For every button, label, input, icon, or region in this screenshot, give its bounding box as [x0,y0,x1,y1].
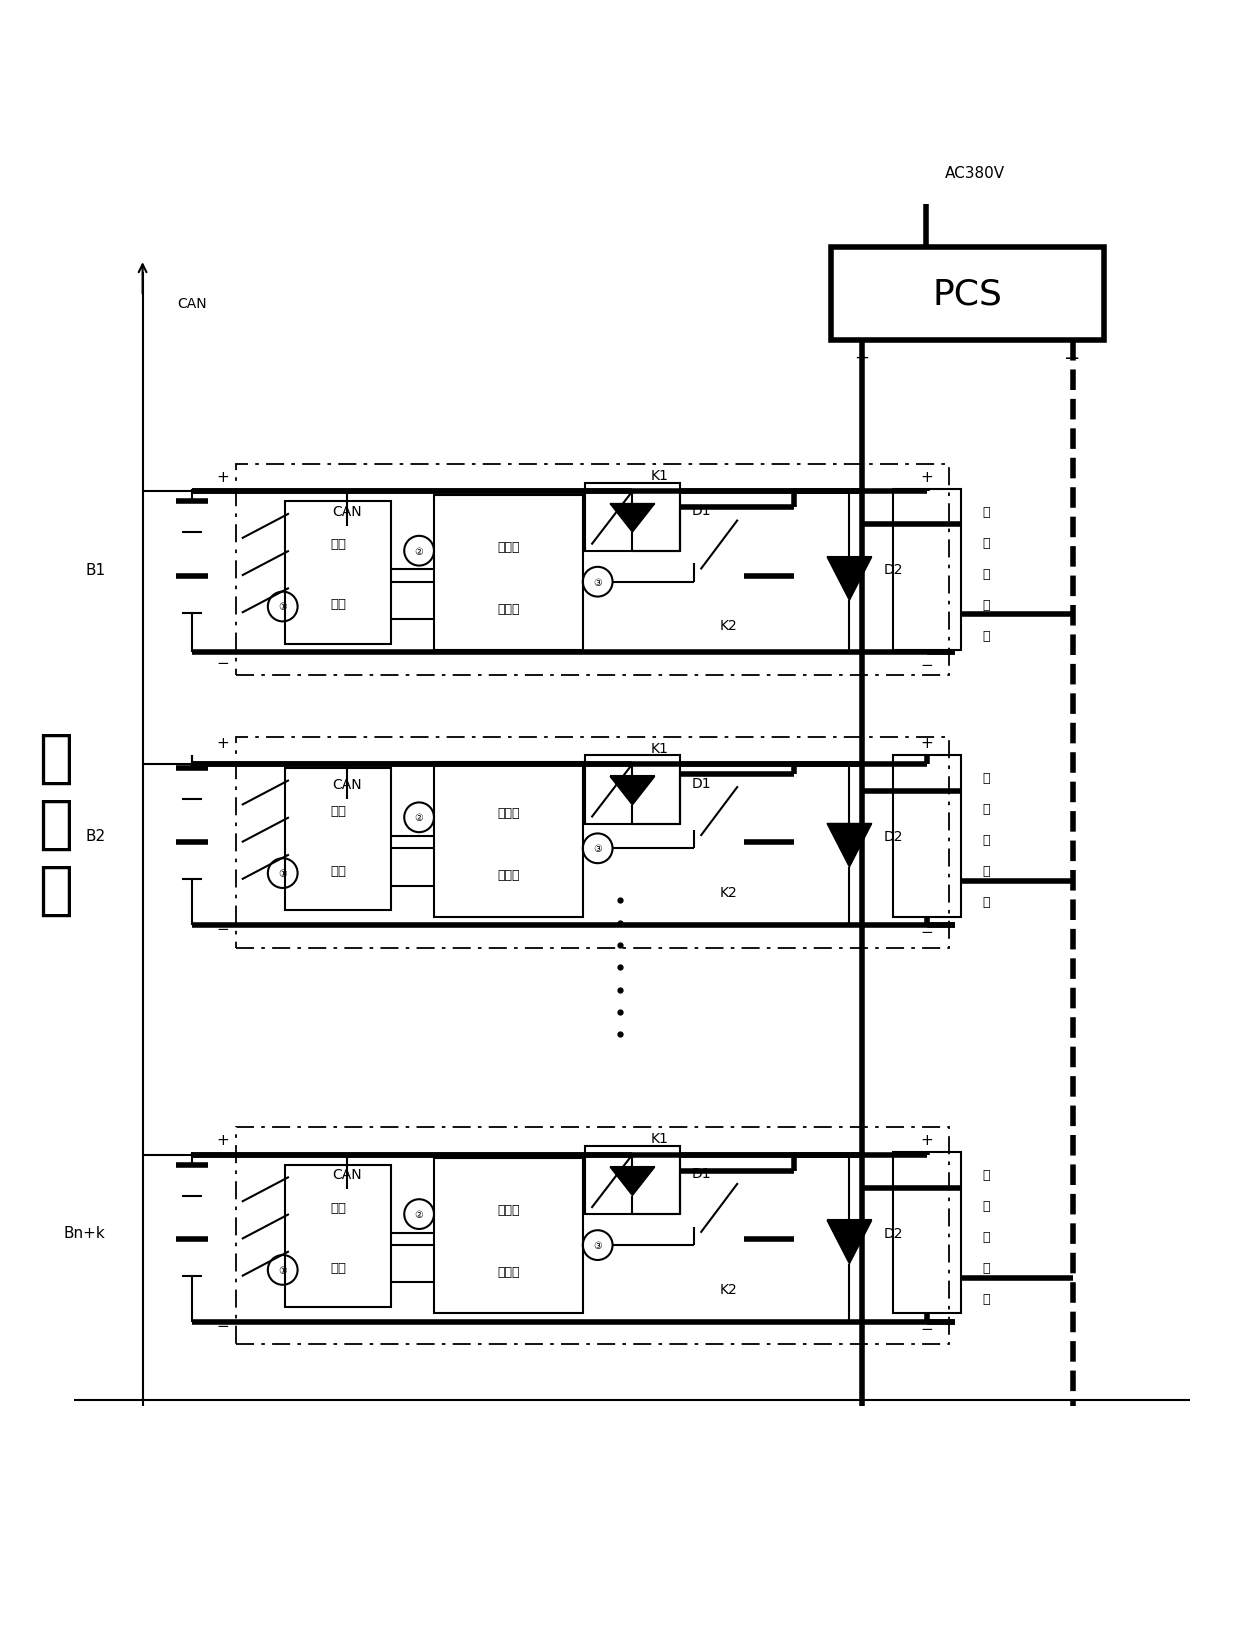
Text: K2: K2 [719,885,737,900]
Text: 充: 充 [982,1168,990,1182]
Text: 接口: 接口 [330,598,346,611]
Text: −: − [217,656,229,671]
Text: +: + [854,349,869,368]
Text: 充: 充 [982,506,990,517]
Text: K2: K2 [719,1282,737,1295]
Text: K2: K2 [719,618,737,633]
Text: 放: 放 [982,1200,990,1213]
Text: 监测控: 监测控 [497,1203,520,1216]
Text: ②: ② [414,812,424,822]
Text: −: − [1064,348,1081,368]
Text: ②: ② [414,1210,424,1220]
Bar [893,1152,961,1313]
Text: CAN: CAN [332,778,362,791]
Text: −: − [920,925,934,939]
Text: K1: K1 [651,468,668,483]
Text: 接口: 接口 [330,864,346,877]
Text: 制单元: 制单元 [497,1266,520,1279]
Text: CAN: CAN [332,504,362,519]
Text: ②: ② [414,547,424,557]
Bar [893,489,961,651]
Text: Bn+k: Bn+k [63,1226,105,1241]
Text: +: + [217,470,229,485]
Text: K1: K1 [651,1132,668,1145]
Polygon shape [827,1221,872,1264]
Text: 电: 电 [982,567,990,580]
Text: ③: ③ [593,844,603,854]
Bar [893,756,961,916]
Text: 口: 口 [982,895,990,908]
Text: 监测控: 监测控 [497,806,520,819]
Bar [831,247,1104,341]
Text: 电池: 电池 [330,537,346,550]
Bar [236,465,949,676]
Text: 口: 口 [982,1292,990,1305]
Text: ③: ③ [593,1241,603,1251]
Text: 电池: 电池 [330,1201,346,1215]
Text: ①: ① [278,868,288,878]
Text: ①: ① [278,1266,288,1276]
Bar [285,501,391,644]
Text: PCS: PCS [932,277,1002,311]
Bar [434,1159,583,1313]
Text: D2: D2 [884,829,904,844]
Text: +: + [217,1132,229,1147]
Text: 口: 口 [982,630,990,643]
Bar [285,768,391,911]
Text: 充: 充 [982,771,990,784]
Text: +: + [920,1132,934,1147]
Bar [285,1165,391,1307]
Text: K1: K1 [651,742,668,755]
Bar [585,483,680,552]
Text: +: + [920,470,934,485]
Text: D2: D2 [884,564,904,577]
Text: ③: ③ [593,577,603,587]
Text: D1: D1 [692,1167,712,1180]
Text: +: + [217,737,229,751]
Bar [236,1127,949,1345]
Bar [585,756,680,824]
Text: D2: D2 [884,1226,904,1239]
Text: 电: 电 [982,1229,990,1243]
Text: +: + [920,737,934,751]
Polygon shape [827,824,872,867]
Text: 接: 接 [982,1261,990,1274]
Text: 接: 接 [982,598,990,611]
Text: 制单元: 制单元 [497,602,520,615]
Text: −: − [217,1318,229,1333]
Text: CAN: CAN [177,297,207,310]
Bar [236,737,949,948]
Text: 监测控: 监测控 [497,541,520,554]
Text: 接: 接 [982,865,990,878]
Text: 放: 放 [982,803,990,816]
Polygon shape [610,776,655,806]
Text: 电: 电 [982,834,990,847]
Polygon shape [610,504,655,532]
Text: CAN: CAN [332,1168,362,1182]
Text: B1: B1 [86,562,105,577]
Polygon shape [610,1167,655,1196]
Text: −: − [217,921,229,936]
Text: 接口: 接口 [330,1261,346,1274]
Text: 放: 放 [982,536,990,549]
Text: −: − [920,658,934,672]
Text: D1: D1 [692,776,712,789]
Text: D1: D1 [692,504,712,517]
Text: 电池: 电池 [330,804,346,817]
Text: AC380V: AC380V [945,166,1004,181]
Polygon shape [827,557,872,602]
Text: ①: ① [278,602,288,611]
Bar [585,1147,680,1215]
Text: −: − [920,1322,934,1337]
Text: B2: B2 [86,829,105,844]
Text: 电
池
簇: 电 池 簇 [38,730,73,918]
Bar [434,761,583,916]
Bar [434,496,583,651]
Text: 制单元: 制单元 [497,868,520,882]
